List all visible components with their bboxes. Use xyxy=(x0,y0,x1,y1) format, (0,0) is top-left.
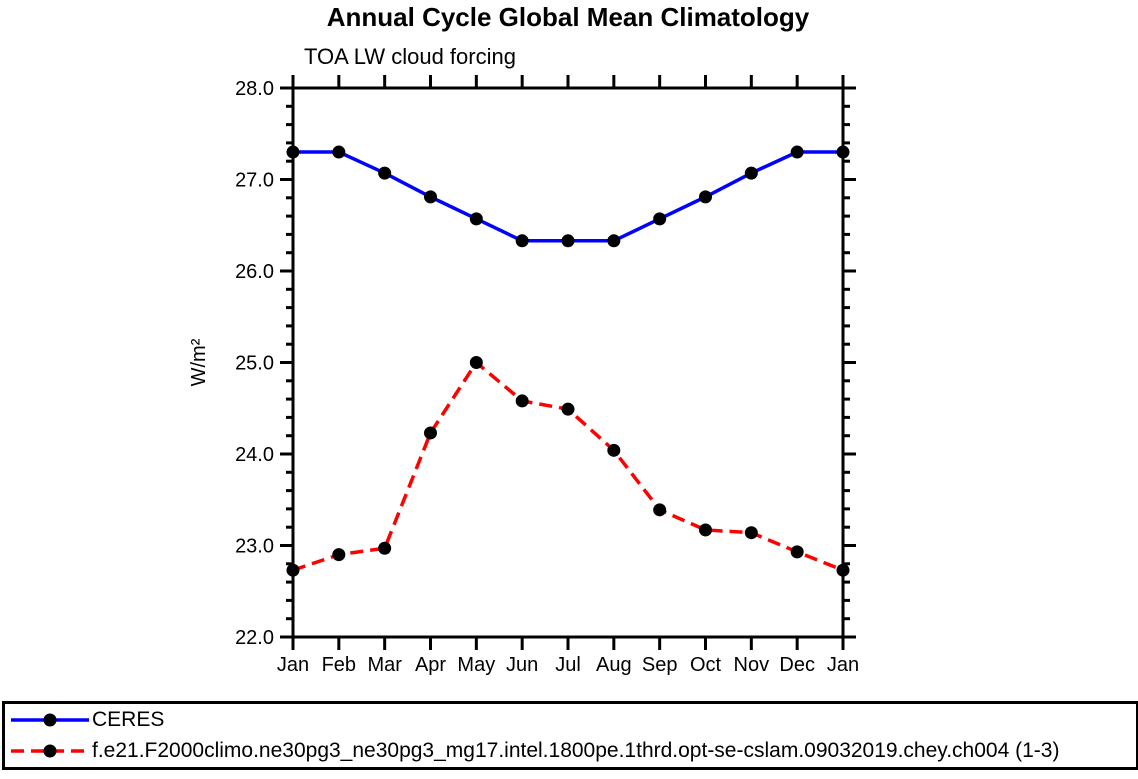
data-point-marker xyxy=(699,190,712,204)
data-point-marker xyxy=(286,145,300,159)
y-tick-label: 25.0 xyxy=(235,353,274,375)
legend-entry-ceres: CERES xyxy=(9,705,1136,735)
data-point-marker xyxy=(699,523,712,537)
x-tick-label: Jul xyxy=(555,654,581,676)
x-tick-label: Jan xyxy=(277,654,309,676)
data-point-marker xyxy=(561,402,575,416)
y-tick-label: 23.0 xyxy=(235,536,274,558)
x-tick-label: Nov xyxy=(734,654,770,676)
x-tick-label: Feb xyxy=(322,654,356,676)
x-tick-label: May xyxy=(457,654,495,676)
x-tick-label: Jan xyxy=(827,654,859,676)
x-tick-label: Oct xyxy=(690,654,722,676)
y-tick-label: 26.0 xyxy=(235,261,274,283)
series-line xyxy=(293,150,843,243)
data-point-marker xyxy=(561,234,575,248)
data-point-marker xyxy=(836,563,850,577)
legend-label-model: f.e21.F2000climo.ne30pg3_ne30pg3_mg17.in… xyxy=(92,739,1060,763)
data-point-marker xyxy=(744,526,758,540)
x-tick-label: Mar xyxy=(367,654,402,676)
data-point-marker xyxy=(607,234,621,248)
x-tick-label: Jun xyxy=(506,654,538,676)
data-point-marker xyxy=(607,443,621,457)
data-point-marker xyxy=(790,545,804,559)
series-line xyxy=(292,359,844,572)
data-point-marker xyxy=(744,166,758,180)
y-tick-label: 27.0 xyxy=(235,170,274,192)
data-point-marker xyxy=(378,541,392,555)
legend-entry-model: f.e21.F2000climo.ne30pg3_ne30pg3_mg17.in… xyxy=(9,736,1136,766)
y-tick-label: 24.0 xyxy=(235,444,274,466)
plot-area: 22.0 23.0 24.0 25.0 26.0 27.0 28.0 Jan Feb Mar Apr… xyxy=(188,75,859,676)
legend-label-ceres: CERES xyxy=(92,707,165,731)
legend-line-sample-dashed xyxy=(11,744,89,758)
data-point-marker xyxy=(424,190,437,204)
data-point-marker xyxy=(424,426,437,440)
data-point-marker xyxy=(332,145,346,159)
chart-title: Annual Cycle Global Mean Climatology xyxy=(326,2,810,32)
y-tick-label: 28.0 xyxy=(235,78,274,100)
data-point-marker xyxy=(653,212,667,226)
y-axis-title: W/m² xyxy=(188,338,210,386)
legend-box: CERES f.e21.F2000climo.ne30pg3_ne30pg3_m… xyxy=(2,701,1138,770)
x-tick-label: Aug xyxy=(596,654,632,676)
data-point-marker xyxy=(836,145,850,159)
data-point-marker xyxy=(515,234,529,248)
x-tick-label: Dec xyxy=(779,654,815,676)
y-tick-label: 22.0 xyxy=(235,627,274,649)
x-tick-label: Apr xyxy=(415,654,446,676)
x-tick-label: Sep xyxy=(642,654,678,676)
chart-subtitle: TOA LW cloud forcing xyxy=(304,44,516,69)
data-point-marker xyxy=(378,166,392,180)
data-point-marker xyxy=(332,548,346,562)
data-point-marker xyxy=(790,145,804,159)
data-point-marker xyxy=(469,212,483,226)
data-point-marker xyxy=(469,356,483,369)
data-point-marker xyxy=(515,394,529,408)
data-point-marker xyxy=(653,503,667,517)
legend-line-sample-solid xyxy=(11,713,89,727)
data-point-marker xyxy=(286,563,300,577)
